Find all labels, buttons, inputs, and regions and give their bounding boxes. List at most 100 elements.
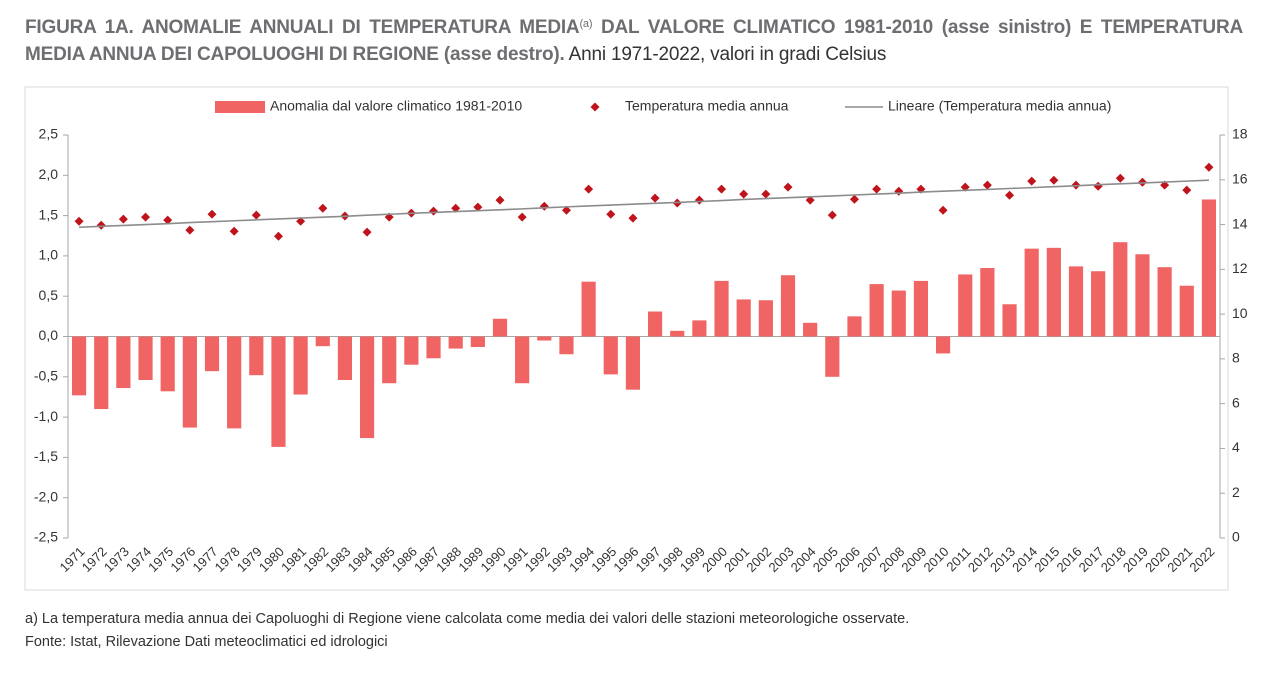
marker xyxy=(739,189,749,199)
marker xyxy=(982,180,992,190)
bar xyxy=(891,290,906,337)
bar xyxy=(670,330,685,337)
bar xyxy=(736,299,751,337)
y-tick-label: 1,5 xyxy=(39,206,59,222)
bar xyxy=(692,320,707,337)
marker xyxy=(1204,162,1214,172)
marker xyxy=(694,195,704,205)
marker xyxy=(362,227,372,237)
marker xyxy=(207,209,217,219)
bar xyxy=(160,336,175,392)
bar xyxy=(71,336,87,396)
y2-tick-label: 18 xyxy=(1232,126,1248,142)
bar xyxy=(492,318,508,337)
y2-tick-label: 14 xyxy=(1232,215,1248,231)
y-tick-label: 2,5 xyxy=(39,126,59,142)
marker xyxy=(894,186,904,196)
bar xyxy=(515,336,530,384)
y2-tick-label: 4 xyxy=(1232,439,1240,455)
y2-tick-label: 0 xyxy=(1232,529,1240,545)
bar xyxy=(249,336,264,376)
marker xyxy=(1027,176,1037,186)
bar xyxy=(758,300,773,337)
marker xyxy=(451,203,461,213)
marker xyxy=(717,184,727,194)
bar xyxy=(94,336,109,410)
marker xyxy=(650,193,660,203)
bar xyxy=(603,336,618,375)
chart-title-block: FIGURA 1A. ANOMALIE ANNUALI DI TEMPERATU… xyxy=(25,14,1243,68)
marker xyxy=(872,184,882,194)
source: Fonte: Istat, Rilevazione Dati meteoclim… xyxy=(25,634,388,650)
bar xyxy=(913,280,929,337)
y-tick-label: -2,0 xyxy=(34,488,58,504)
legend-label: Lineare (Temperatura media annua) xyxy=(888,98,1111,114)
bar xyxy=(1179,285,1194,337)
marker xyxy=(495,195,505,205)
bar xyxy=(1135,254,1150,337)
legend-swatch xyxy=(215,101,265,113)
y-tick-label: 0,5 xyxy=(39,287,59,303)
marker xyxy=(229,226,239,236)
y-tick-label: -2,5 xyxy=(34,529,58,545)
marker xyxy=(273,231,283,241)
bar xyxy=(537,336,552,341)
chart-title: FIGURA 1A. ANOMALIE ANNUALI DI TEMPERATU… xyxy=(25,17,580,38)
marker xyxy=(473,202,483,212)
footnote: a) La temperatura media annua dei Capolu… xyxy=(25,611,910,627)
bar xyxy=(559,336,574,355)
chart-frame xyxy=(24,86,1229,591)
legend-swatch xyxy=(590,102,600,112)
bar xyxy=(1068,266,1084,337)
title-note: (a) xyxy=(579,18,593,30)
marker xyxy=(561,205,571,215)
bar xyxy=(448,336,463,349)
bar xyxy=(293,336,308,395)
y-tick-label: 2,0 xyxy=(39,166,59,182)
x-tick-label: 2022 xyxy=(1186,544,1217,575)
marker xyxy=(185,225,195,235)
bar xyxy=(980,267,995,337)
y-tick-label: -1,0 xyxy=(34,408,58,424)
y-tick-label: -0,5 xyxy=(34,368,58,384)
marker xyxy=(1182,185,1192,195)
bar xyxy=(847,316,862,337)
trend-line xyxy=(79,179,1209,229)
marker xyxy=(805,195,815,205)
marker xyxy=(827,210,837,220)
bar xyxy=(271,336,286,447)
bar xyxy=(1002,304,1017,337)
bar xyxy=(1046,247,1061,337)
bar xyxy=(1091,271,1106,337)
marker xyxy=(251,210,261,220)
bar xyxy=(958,274,973,337)
bar xyxy=(1201,199,1217,337)
bar xyxy=(470,336,485,347)
bar xyxy=(935,336,951,354)
bar xyxy=(227,336,242,429)
bar xyxy=(780,275,796,337)
marker xyxy=(1005,190,1015,200)
y2-tick-label: 12 xyxy=(1232,260,1248,276)
marker xyxy=(118,214,128,224)
bar xyxy=(359,336,375,439)
marker xyxy=(783,182,793,192)
bar xyxy=(1024,248,1039,337)
bar xyxy=(382,336,397,384)
bar xyxy=(714,280,729,337)
marker xyxy=(1049,175,1059,185)
marker xyxy=(1115,173,1125,183)
y-tick-label: 1,0 xyxy=(39,247,59,263)
marker xyxy=(163,215,173,225)
bar xyxy=(625,336,641,390)
y2-tick-label: 16 xyxy=(1232,170,1248,186)
bar xyxy=(426,336,441,359)
marker xyxy=(584,184,594,194)
y-tick-label: -1,5 xyxy=(34,448,58,464)
legend-label: Anomalia dal valore climatico 1981-2010 xyxy=(270,98,522,114)
chart-title-rest: DAL VALORE CLIMATICO 1981-2010 (asse sin… xyxy=(25,17,1243,65)
bar xyxy=(1157,267,1172,337)
y2-tick-label: 10 xyxy=(1232,305,1248,321)
marker xyxy=(318,203,328,213)
